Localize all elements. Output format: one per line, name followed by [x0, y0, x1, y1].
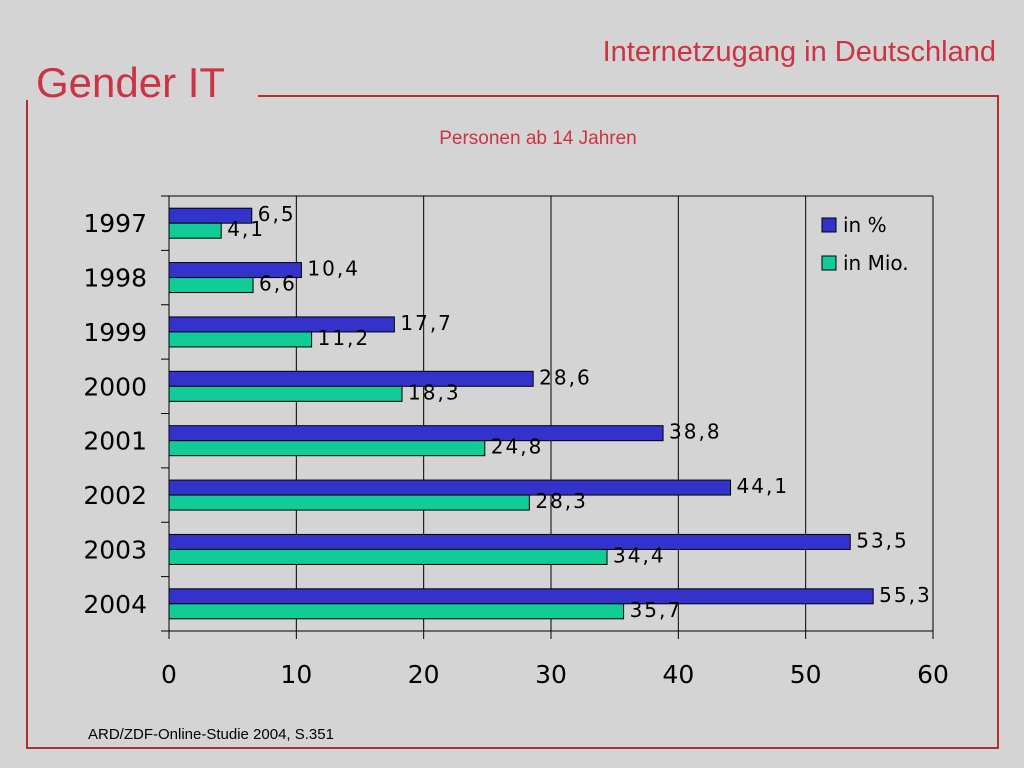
data-label: 35,7: [630, 598, 683, 622]
bar-mio-1999: [168, 331, 313, 348]
x-tick-label: 40: [662, 660, 694, 689]
legend: in % in Mio.: [821, 213, 909, 275]
category-label: 2000: [83, 372, 147, 401]
legend-swatch-percent: [821, 217, 837, 233]
legend-label: in %: [843, 213, 887, 237]
x-tick-label: 30: [535, 660, 567, 689]
data-label: 53,5: [856, 528, 909, 552]
bar-percent-2003: [168, 533, 851, 550]
legend-label: in Mio.: [843, 251, 909, 275]
frame-left-line: [26, 100, 28, 749]
x-tick-label: 60: [917, 660, 949, 689]
data-label: 6,6: [259, 272, 297, 296]
source-note: ARD/ZDF-Online-Studie 2004, S.351: [88, 726, 334, 743]
data-label: 34,4: [613, 543, 666, 567]
data-label: 24,8: [491, 435, 544, 459]
category-label: 2003: [83, 535, 147, 564]
data-label: 28,3: [535, 489, 588, 513]
bar-mio-2004: [168, 603, 625, 620]
data-label: 4,1: [227, 217, 265, 241]
data-label: 44,1: [737, 474, 790, 498]
category-label: 2001: [83, 427, 147, 456]
frame-bottom-line: [26, 747, 999, 749]
data-label: 17,7: [400, 311, 453, 335]
gridlines: [169, 195, 934, 631]
x-tick-label: 0: [161, 660, 177, 689]
category-label: 1999: [83, 318, 147, 347]
data-label: 11,2: [318, 326, 371, 350]
bar-mio-2003: [168, 548, 608, 565]
brand-title: Gender IT: [36, 59, 226, 106]
axes: 1997 1998 1999 2000 2001 2002 2003 2004 0 10 20 30 4…: [83, 195, 949, 689]
frame-right-line: [997, 95, 999, 749]
chart-subtitle: Personen ab 14 Jahren: [439, 128, 637, 149]
bar-percent-2004: [168, 588, 874, 605]
slide-title: Internetzugang in Deutschland: [602, 36, 996, 68]
bar-percent-2001: [168, 425, 664, 442]
bar-percent-2002: [168, 479, 732, 496]
bar-mio-1998: [168, 277, 254, 294]
data-label: 28,6: [539, 365, 592, 389]
x-tick-label: 10: [280, 660, 312, 689]
bars: [168, 207, 874, 620]
bar-mio-2000: [168, 385, 403, 402]
data-label: 10,4: [307, 257, 360, 281]
category-label: 1998: [83, 264, 147, 293]
data-label: 38,8: [669, 420, 722, 444]
bar-percent-2000: [168, 370, 534, 387]
data-label: 55,3: [879, 583, 932, 607]
bar-mio-2001: [168, 440, 486, 457]
bar-mio-1997: [168, 222, 222, 239]
data-labels: 6,54,1 10,4 6,6 17,7 11,2 28,6 18,3 38,8 24,8 44,…: [227, 202, 932, 622]
x-tick-label: 50: [790, 660, 822, 689]
category-label: 2004: [83, 590, 147, 619]
category-label: 1997: [83, 209, 147, 238]
x-tick-label: 20: [408, 660, 440, 689]
frame-top-line: [258, 95, 999, 97]
category-label: 2002: [83, 481, 147, 510]
data-label: 18,3: [408, 380, 461, 404]
bar-mio-2002: [168, 494, 530, 511]
legend-swatch-mio: [821, 255, 837, 271]
data-label: 6,5: [258, 202, 296, 226]
